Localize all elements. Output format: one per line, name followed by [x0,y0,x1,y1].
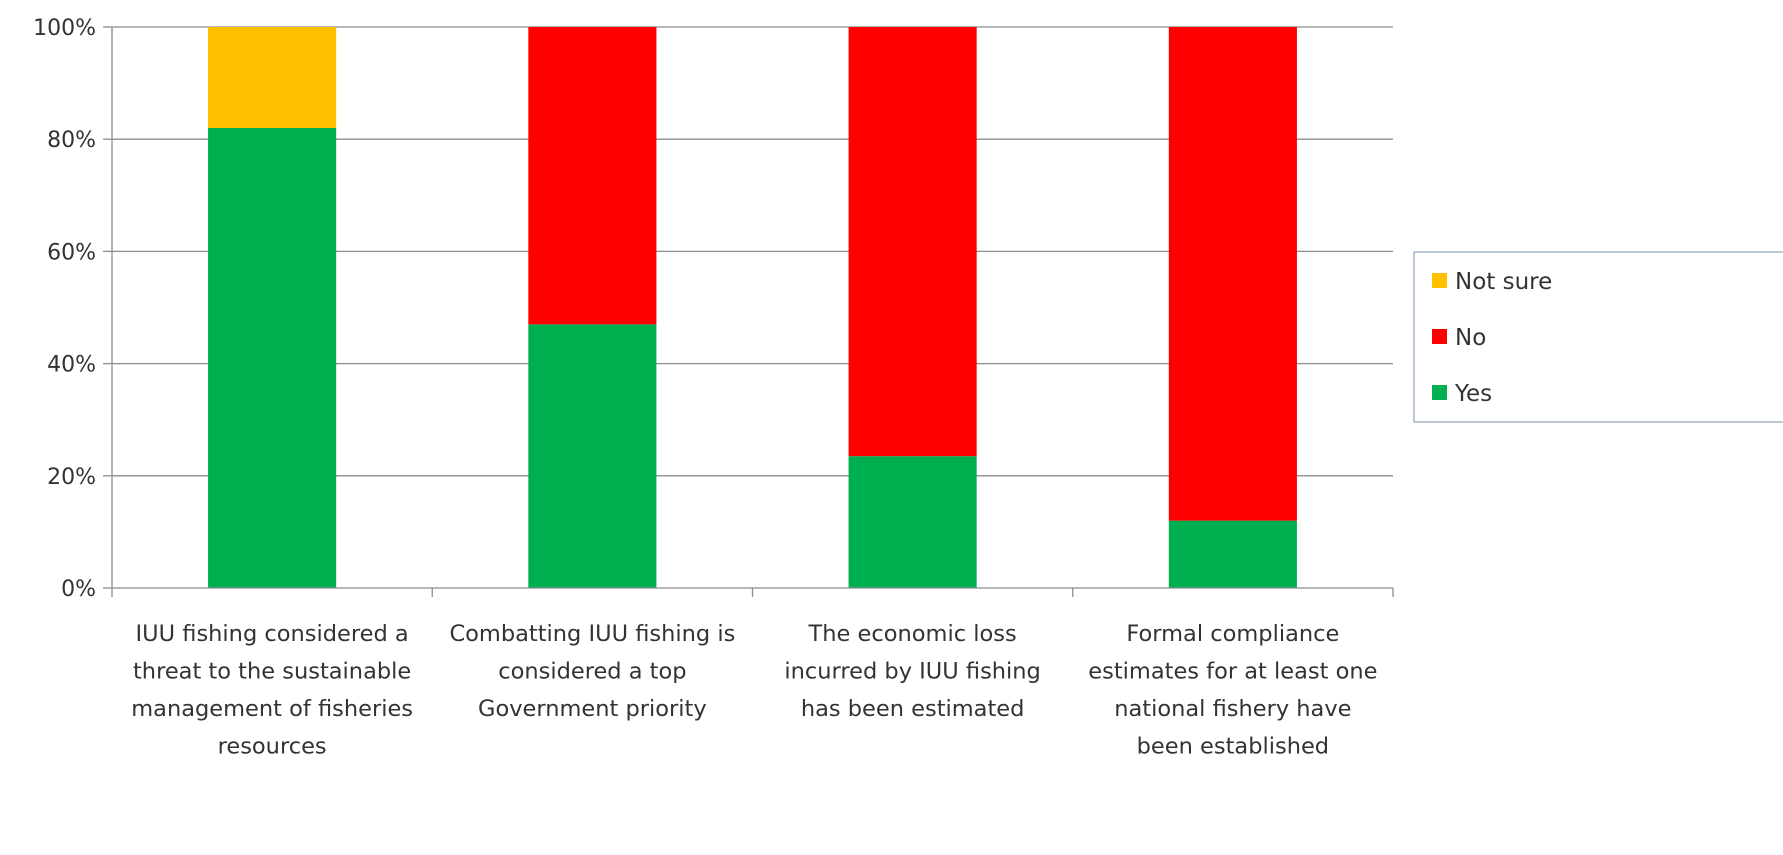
bar-no [848,27,977,457]
y-tick-label: 40% [47,353,96,378]
bar-not-sure [208,27,337,128]
legend-swatch-no [1432,329,1447,344]
legend-swatch-not-sure [1432,273,1447,288]
legend-label: Yes [1454,381,1492,407]
legend-label: No [1455,325,1486,351]
bar-no [1168,27,1297,521]
y-tick-label: 20% [47,465,96,490]
y-tick-label: 100% [33,16,96,41]
bar-yes [208,127,337,588]
x-category-label: IUU fishing considered a threat to the su… [131,621,413,760]
x-category-labels: IUU fishing considered a threat to the su… [131,621,1377,760]
bar-yes [848,456,977,588]
bar-yes [1168,520,1297,588]
y-tick-labels: 0% 20% 40% 60% 80% 100% [33,16,96,602]
y-tick-label: 60% [47,240,96,265]
bar-yes [528,324,657,588]
x-category-label: Combatting IUU fishing is considered a to… [449,621,735,722]
bar-no [528,27,657,325]
legend-swatch-yes [1432,385,1447,400]
legend-box [1413,251,1783,423]
legend: Not sure No Yes [1413,251,1783,423]
x-category-label: Formal compliance estimates for at least … [1088,621,1377,760]
legend-label: Not sure [1455,269,1552,295]
x-category-label: The economic loss incurred by IUU fishing… [784,621,1040,722]
y-tick-label: 0% [61,577,96,602]
axes [103,26,1394,597]
bars [208,27,1297,588]
y-tick-label: 80% [47,128,96,153]
